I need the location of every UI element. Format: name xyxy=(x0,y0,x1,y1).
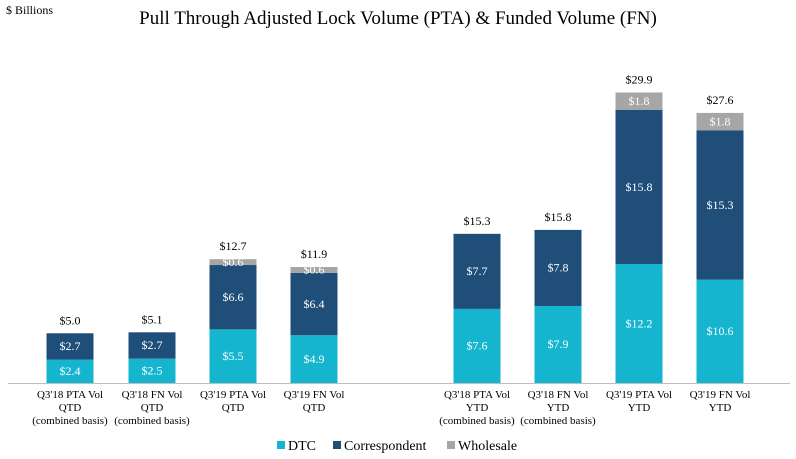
category-label-5: Q3'18 FN Vol YTD (combined basis) xyxy=(520,389,596,427)
legend-swatch-dtc xyxy=(277,441,285,449)
data-label-dtc-0: $2.4 xyxy=(60,364,81,378)
category-label-0: Q3'18 PTA Vol QTD (combined basis) xyxy=(32,389,108,427)
category-label-line: QTD xyxy=(303,402,326,414)
category-label-line: Q3'19 PTA Vol xyxy=(606,389,672,401)
unit-label: $ Billions xyxy=(6,3,53,17)
total-label-7: $27.6 xyxy=(707,93,734,107)
bar-wholesale-2 xyxy=(209,259,257,266)
total-label-2: $12.7 xyxy=(220,239,247,253)
category-label-line: QTD xyxy=(141,402,164,414)
bar-wholesale-7 xyxy=(696,112,744,131)
bar-correspondent-2 xyxy=(209,265,257,330)
category-label-line: Q3'18 FN Vol xyxy=(528,389,589,401)
data-label-dtc-1: $2.5 xyxy=(142,364,163,378)
bar-correspondent-6 xyxy=(615,110,663,265)
data-label-dtc-4: $7.6 xyxy=(467,339,488,353)
legend-swatch-wholesale xyxy=(447,441,455,449)
bar-dtc-7 xyxy=(696,279,744,383)
bar-dtc-0 xyxy=(46,359,94,383)
data-label-correspondent-3: $6.4 xyxy=(304,297,325,311)
category-label-line: (combined basis) xyxy=(439,415,515,427)
data-label-dtc-7: $10.6 xyxy=(707,324,734,338)
bar-wholesale-6 xyxy=(615,92,663,110)
bars-group: $2.4 $2.7 $5.0 $2.5 $2.7 $5.1 $5.5 $6.6 $0.6 $12.… xyxy=(46,72,744,383)
category-label-line: Q3'18 PTA Vol xyxy=(37,389,103,401)
category-label-4: Q3'18 PTA Vol YTD (combined basis) xyxy=(439,389,515,427)
data-label-correspondent-1: $2.7 xyxy=(142,338,163,352)
data-label-wholesale-2: $0.6 xyxy=(223,255,244,269)
total-label-3: $11.9 xyxy=(301,247,328,261)
data-label-dtc-3: $4.9 xyxy=(304,352,325,366)
total-label-1: $5.1 xyxy=(142,312,163,326)
data-label-correspondent-4: $7.7 xyxy=(467,264,488,278)
legend-label-correspondent: Correspondent xyxy=(344,439,427,454)
legend-label-dtc: DTC xyxy=(288,439,316,454)
category-label-6: Q3'19 PTA Vol YTD xyxy=(606,389,672,414)
data-label-dtc-2: $5.5 xyxy=(223,349,244,363)
category-label-line: YTD xyxy=(628,402,651,414)
category-labels: Q3'18 PTA Vol QTD (combined basis)Q3'18 FN… xyxy=(32,389,750,427)
legend: DTC Correspondent Wholesale xyxy=(277,439,517,454)
data-label-wholesale-7: $1.8 xyxy=(710,114,731,128)
bar-dtc-3 xyxy=(290,335,338,383)
category-label-line: YTD xyxy=(547,402,570,414)
data-label-correspondent-5: $7.8 xyxy=(548,261,569,275)
bar-correspondent-4 xyxy=(453,233,501,309)
category-label-line: YTD xyxy=(466,402,489,414)
total-label-5: $15.8 xyxy=(545,210,572,224)
bar-correspondent-5 xyxy=(534,229,582,306)
data-label-dtc-6: $12.2 xyxy=(626,316,653,330)
bar-wholesale-3 xyxy=(290,266,338,273)
data-label-correspondent-0: $2.7 xyxy=(60,339,81,353)
data-label-dtc-5: $7.9 xyxy=(548,337,569,351)
category-label-line: Q3'19 PTA Vol xyxy=(200,389,266,401)
data-label-correspondent-7: $15.3 xyxy=(707,198,734,212)
category-label-line: (combined basis) xyxy=(520,415,596,427)
category-label-line: Q3'18 FN Vol xyxy=(122,389,183,401)
bar-dtc-5 xyxy=(534,305,582,383)
category-label-line: (combined basis) xyxy=(32,415,108,427)
bar-correspondent-7 xyxy=(696,130,744,280)
bar-dtc-4 xyxy=(453,308,501,383)
bar-correspondent-0 xyxy=(46,333,94,360)
category-label-2: Q3'19 PTA Vol QTD xyxy=(200,389,266,414)
category-label-line: (combined basis) xyxy=(114,415,190,427)
data-label-wholesale-6: $1.8 xyxy=(629,94,650,108)
category-label-line: Q3'18 PTA Vol xyxy=(444,389,510,401)
category-label-line: QTD xyxy=(59,402,82,414)
bar-correspondent-1 xyxy=(128,332,176,359)
bar-dtc-1 xyxy=(128,358,176,383)
category-label-1: Q3'18 FN Vol QTD (combined basis) xyxy=(114,389,190,427)
category-label-7: Q3'19 FN Vol YTD xyxy=(690,389,751,414)
bar-dtc-6 xyxy=(615,264,663,383)
data-label-wholesale-3: $0.6 xyxy=(304,263,325,277)
category-label-3: Q3'19 FN Vol QTD xyxy=(284,389,345,414)
legend-swatch-correspondent xyxy=(333,441,341,449)
total-label-6: $29.9 xyxy=(626,72,653,86)
legend-label-wholesale: Wholesale xyxy=(458,439,517,454)
total-label-0: $5.0 xyxy=(60,313,81,327)
data-label-correspondent-6: $15.8 xyxy=(626,180,653,194)
chart-title: Pull Through Adjusted Lock Volume (PTA) … xyxy=(139,8,657,29)
bar-correspondent-3 xyxy=(290,272,338,336)
category-label-line: YTD xyxy=(709,402,732,414)
category-label-line: QTD xyxy=(222,402,245,414)
category-label-line: Q3'19 FN Vol xyxy=(284,389,345,401)
bar-dtc-2 xyxy=(209,329,257,383)
data-label-correspondent-2: $6.6 xyxy=(223,290,244,304)
total-label-4: $15.3 xyxy=(464,214,491,228)
category-label-line: Q3'19 FN Vol xyxy=(690,389,751,401)
